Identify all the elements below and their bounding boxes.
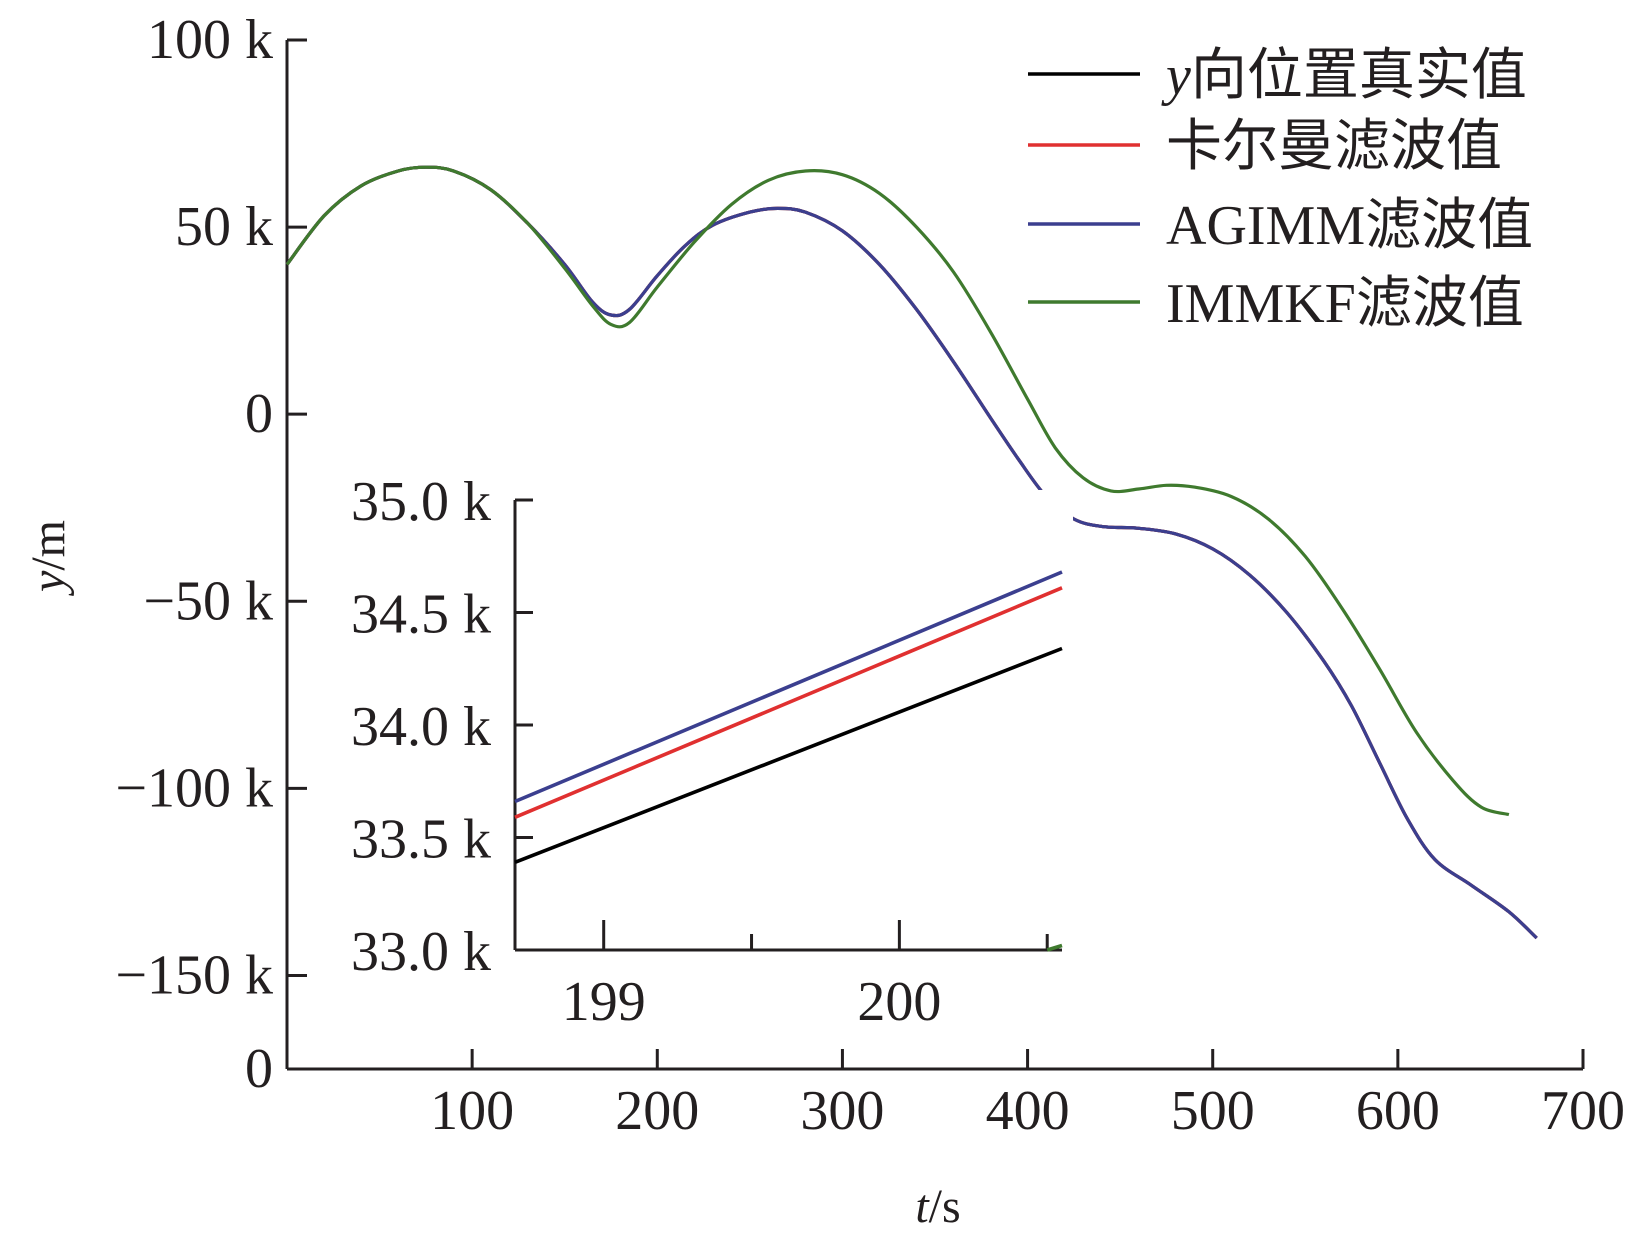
x-tick-label: 400 (986, 1080, 1070, 1142)
main-series-group (285, 165, 1538, 940)
legend-label: 卡尔曼滤波值 (1166, 116, 1502, 178)
y-axis-title-unit: /m (22, 520, 75, 571)
legend-label-text: AGIMM滤波值 (1166, 195, 1533, 257)
inset-y-tick-label: 34.5 k (351, 584, 491, 646)
legend-label: y向位置真实值 (1161, 45, 1527, 107)
x-axis-title: t/s (915, 1180, 960, 1233)
series-line (285, 165, 1510, 817)
inset-series-line (514, 586, 1063, 819)
legend-label-text: IMMKF滤波值 (1166, 273, 1524, 335)
inset-series-line (514, 646, 1063, 864)
y-tick-label: −150 k (115, 944, 273, 1006)
main-plot: 100 k 50 k 0 −50 k −100 k −150 k 0 100 200 300 400… (22, 9, 1625, 1233)
legend-label-var: y (1161, 45, 1191, 107)
inset-y-tick-label: 35.0 k (351, 471, 491, 533)
legend-label: AGIMM滤波值 (1166, 195, 1533, 257)
inset-x-tick-label: 199 (562, 971, 646, 1033)
inset-y-tick-label: 33.5 k (351, 809, 491, 871)
x-tick-label: 700 (1541, 1080, 1625, 1142)
y-axis-title: y/m (22, 520, 75, 597)
inset-x-tick-label: 200 (857, 971, 941, 1033)
x-axis-title-var: t (915, 1180, 930, 1233)
inset-plot: 33.0 k 33.5 k 34.0 k 34.5 k 35.0 k 199 200 (351, 471, 1073, 1033)
inset-series-line (514, 570, 1063, 804)
x-tick-label: 600 (1356, 1080, 1440, 1142)
y-tick-label: 0 (245, 383, 273, 445)
origin-label: 0 (245, 1038, 273, 1100)
x-tick-label: 500 (1171, 1080, 1255, 1142)
y-tick-label: −50 k (143, 570, 273, 632)
legend-label-text: 向位置真实值 (1191, 45, 1527, 107)
x-tick-label: 300 (800, 1080, 884, 1142)
x-axis-title-unit: /s (929, 1180, 961, 1233)
inset-y-tick-label: 33.0 k (351, 921, 491, 983)
inset-y-tick-label: 34.0 k (351, 696, 491, 758)
inset-background (516, 490, 1073, 950)
y-tick-label: −100 k (115, 757, 273, 819)
x-tick-label: 200 (615, 1080, 699, 1142)
legend-label-text: 卡尔曼滤波值 (1166, 116, 1502, 178)
x-tick-label: 100 (430, 1080, 514, 1142)
y-axis-title-var: y (22, 570, 75, 597)
y-tick-label: 50 k (175, 196, 273, 258)
inset-series-line (1046, 943, 1063, 952)
legend-label: IMMKF滤波值 (1166, 273, 1524, 335)
y-tick-label: 100 k (147, 9, 273, 71)
